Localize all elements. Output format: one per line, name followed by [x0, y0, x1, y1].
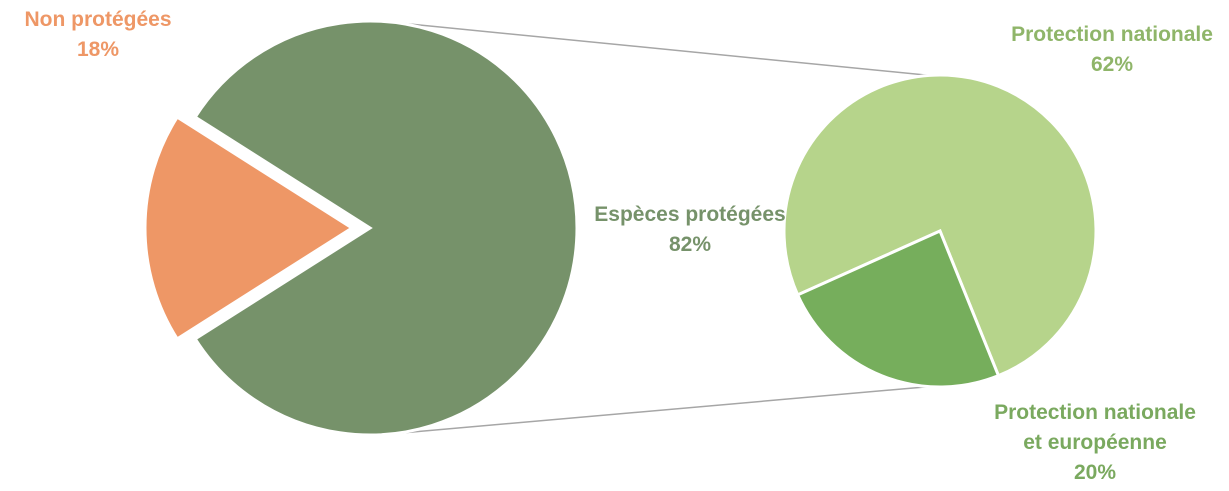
connector-bottom [384, 385, 930, 436]
label-especes-protegees-name: Espèces protégées [594, 203, 786, 226]
label-non-protegees-value: 18% [76, 38, 120, 61]
label-pne-line1: Protection nationale [994, 401, 1196, 424]
slice-non-protegees [143, 115, 355, 341]
label-pne-line2: et européenne [1023, 431, 1167, 454]
label-especes-protegees-value: 82% [668, 233, 712, 256]
label-protection-nationale: Protection nationale 62% [1011, 20, 1213, 80]
label-non-protegees-name: Non protégées [24, 8, 172, 31]
label-pne-value: 20% [1073, 461, 1117, 484]
label-protection-nationale-name: Protection nationale [1011, 23, 1213, 46]
connector-lines [384, 20, 930, 436]
label-especes-protegees: Espèces protégées 82% [594, 200, 785, 260]
slice-protection-nationale-europeenne [795, 228, 1001, 389]
main-pie [143, 19, 579, 437]
slice-protection-nationale [782, 73, 1098, 378]
connector-top [384, 20, 930, 77]
label-protection-nationale-europeenne: Protection nationale et européenne 20% [994, 398, 1196, 488]
slice-especes-protegees [193, 19, 579, 437]
secondary-pie [782, 73, 1098, 389]
label-non-protegees: Non protégées 18% [24, 5, 171, 65]
label-protection-nationale-value: 62% [1090, 53, 1134, 76]
